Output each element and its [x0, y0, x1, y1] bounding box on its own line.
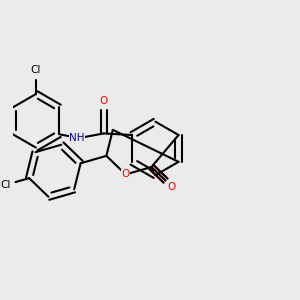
Text: Cl: Cl	[31, 65, 41, 75]
Text: O: O	[168, 182, 176, 192]
Text: NH: NH	[69, 133, 85, 143]
Text: O: O	[122, 169, 130, 179]
Text: O: O	[100, 96, 108, 106]
Text: Cl: Cl	[1, 180, 11, 190]
